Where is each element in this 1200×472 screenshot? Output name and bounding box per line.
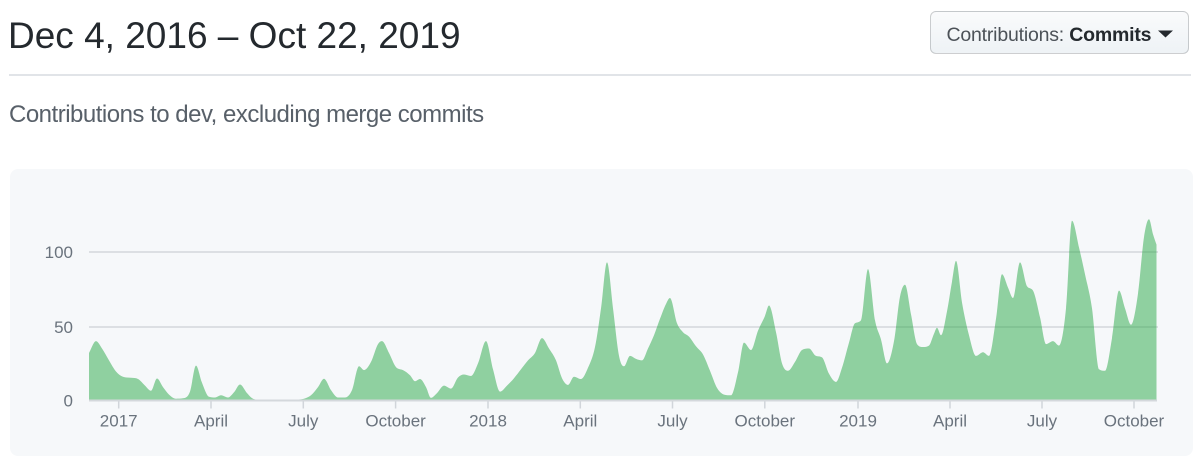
svg-text:July: July — [657, 412, 688, 431]
svg-text:July: July — [288, 412, 319, 431]
svg-text:2017: 2017 — [100, 412, 138, 431]
svg-text:2019: 2019 — [839, 412, 877, 431]
svg-text:April: April — [933, 412, 967, 431]
svg-text:October: October — [365, 412, 426, 431]
svg-text:100: 100 — [45, 243, 73, 262]
svg-text:July: July — [1027, 412, 1058, 431]
svg-text:2018: 2018 — [469, 412, 507, 431]
svg-text:0: 0 — [64, 392, 73, 411]
svg-text:April: April — [563, 412, 597, 431]
svg-text:50: 50 — [54, 318, 73, 337]
svg-text:October: October — [735, 412, 796, 431]
svg-text:October: October — [1104, 412, 1165, 431]
svg-text:April: April — [194, 412, 228, 431]
